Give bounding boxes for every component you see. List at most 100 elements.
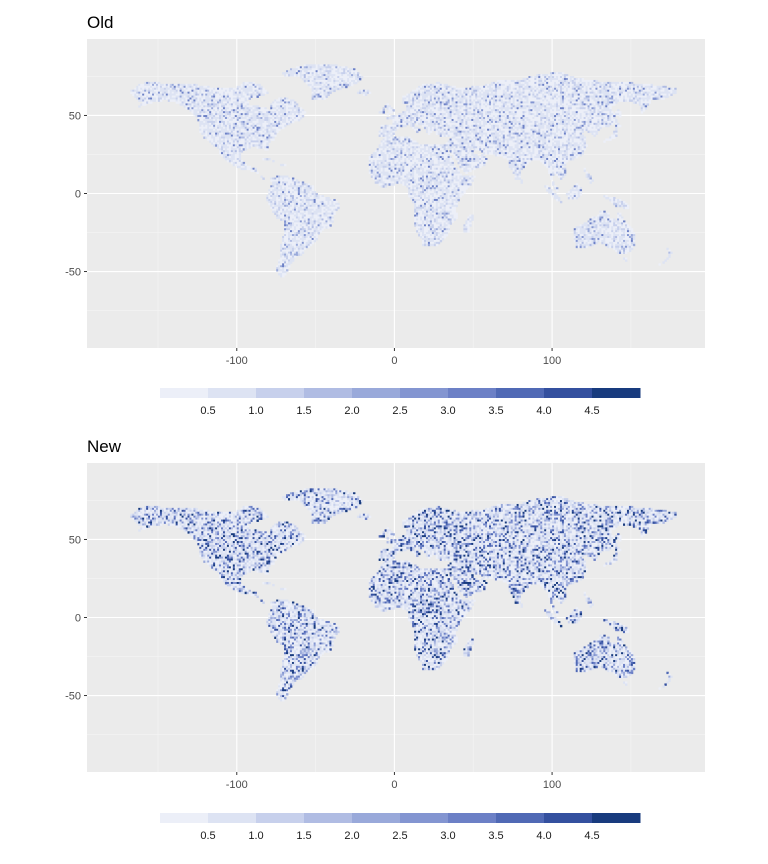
- land-cell: [345, 72, 348, 75]
- land-cell: [579, 113, 583, 116]
- land-cell: [479, 113, 482, 116]
- land-cell: [581, 103, 585, 106]
- land-cell: [473, 85, 476, 89]
- land-cell: [485, 105, 488, 108]
- land-cell: [583, 89, 586, 93]
- land-cell: [481, 120, 484, 124]
- land-cell: [441, 130, 445, 134]
- land-cell: [423, 99, 427, 102]
- land-cell: [573, 91, 577, 95]
- land-cell: [617, 99, 620, 102]
- land-cell: [569, 87, 573, 91]
- land-cell: [544, 124, 547, 128]
- land-cell: [293, 101, 297, 104]
- land-cell: [195, 109, 198, 112]
- land-cell: [425, 105, 429, 108]
- land-cell: [599, 95, 602, 98]
- land-cell: [201, 117, 204, 120]
- land-cell: [577, 101, 581, 104]
- land-cell: [473, 122, 476, 126]
- land-cell: [435, 89, 439, 93]
- land-cell: [423, 97, 427, 100]
- land-cell: [209, 99, 212, 102]
- land-cell: [526, 103, 529, 106]
- land-cell: [244, 87, 248, 91]
- land-cell: [154, 93, 157, 96]
- land-cell: [583, 81, 586, 85]
- land-cell: [293, 109, 297, 112]
- land-cell: [559, 87, 563, 91]
- land-cell: [197, 85, 200, 89]
- land-cell: [518, 117, 521, 120]
- land-cell: [347, 78, 350, 81]
- land-cell: [626, 95, 630, 98]
- land-cell: [571, 128, 575, 132]
- land-cell: [390, 130, 393, 134]
- land-cell: [615, 95, 618, 98]
- land-cell: [382, 128, 385, 132]
- land-cell: [171, 93, 175, 96]
- land-cell: [222, 117, 226, 120]
- land-cell: [313, 81, 316, 85]
- land-cell: [544, 103, 547, 106]
- land-cell: [230, 124, 234, 128]
- land-cell: [289, 113, 293, 116]
- land-cell: [347, 74, 350, 77]
- land-cell: [565, 78, 569, 81]
- land-cell: [459, 122, 462, 126]
- land-cell: [205, 124, 208, 128]
- land-cell: [514, 105, 518, 108]
- land-cell: [561, 120, 565, 124]
- land-cell: [467, 111, 470, 114]
- land-cell: [510, 109, 514, 112]
- land-cell: [260, 128, 263, 132]
- land-cell: [557, 76, 561, 79]
- land-cell: [197, 105, 200, 108]
- land-cell: [420, 97, 423, 100]
- land-cell: [473, 89, 476, 93]
- land-cell: [252, 113, 255, 116]
- land-cell: [445, 109, 449, 112]
- land-cell: [463, 126, 466, 130]
- land-cell: [467, 120, 470, 124]
- land-cell: [140, 87, 143, 91]
- land-cell: [567, 128, 571, 132]
- land-cell: [459, 113, 462, 116]
- land-cell: [567, 83, 571, 87]
- land-cell: [157, 91, 161, 95]
- land-cell: [205, 120, 208, 124]
- land-cell: [335, 70, 338, 73]
- land-cell: [181, 83, 184, 87]
- land-cell: [272, 120, 275, 124]
- land-cell: [217, 130, 220, 134]
- land-cell: [343, 83, 346, 87]
- land-cell: [380, 126, 383, 130]
- land-cell: [325, 81, 328, 85]
- land-cell: [524, 111, 527, 114]
- land-cell: [453, 97, 456, 100]
- land-cell: [272, 126, 275, 130]
- land-cell: [617, 95, 620, 98]
- land-cell: [297, 68, 301, 71]
- land-cell: [349, 72, 352, 75]
- land-cell: [445, 87, 449, 91]
- land-cell: [234, 128, 238, 132]
- land-cell: [563, 120, 567, 124]
- land-cell: [502, 107, 506, 110]
- land-cell: [205, 126, 208, 130]
- land-cell: [238, 105, 242, 108]
- land-cell: [599, 83, 602, 87]
- land-cell: [465, 103, 468, 106]
- land-cell: [222, 111, 226, 114]
- land-cell: [215, 109, 218, 112]
- land-cell: [508, 97, 512, 100]
- land-cell: [475, 128, 478, 132]
- land-cell: [167, 83, 171, 87]
- land-cell: [563, 89, 567, 93]
- land-cell: [262, 93, 265, 96]
- land-cell: [585, 97, 588, 100]
- land-cell: [542, 103, 545, 106]
- land-cell: [567, 126, 571, 130]
- land-cell: [597, 126, 600, 130]
- land-cell: [163, 89, 167, 93]
